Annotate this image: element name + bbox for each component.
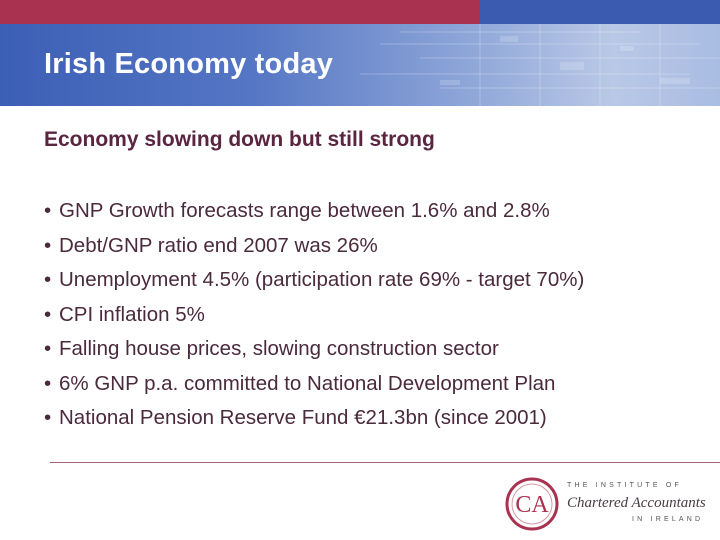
bullet-item: • National Pension Reserve Fund €21.3bn (… bbox=[44, 401, 584, 436]
bullet-text: 6% GNP p.a. committed to National Develo… bbox=[59, 371, 556, 395]
banner-texture bbox=[360, 24, 720, 106]
logo-mark-letters: CA bbox=[515, 492, 549, 518]
bullet-text: Unemployment 4.5% (participation rate 69… bbox=[59, 268, 585, 291]
bullet-text: Debt/GNP ratio end 2007 was 26% bbox=[59, 233, 378, 257]
title-banner: Irish Economy today bbox=[0, 24, 720, 106]
bullet-glyph: • bbox=[44, 371, 52, 395]
bullet-glyph: • bbox=[44, 337, 52, 360]
logo-bottom-text: IN IRELAND bbox=[632, 516, 704, 523]
institute-logo: CA THE INSTITUTE OF Chartered Accountant… bbox=[504, 476, 714, 532]
bullet-item: • Debt/GNP ratio end 2007 was 26% bbox=[44, 229, 584, 264]
slide-subtitle: Economy slowing down but still strong bbox=[44, 128, 435, 151]
top-bar-blue bbox=[480, 0, 720, 24]
bullet-glyph: • bbox=[44, 302, 52, 326]
bullet-text: CPI inflation 5% bbox=[59, 302, 205, 326]
bullet-item: • Falling house prices, slowing construct… bbox=[44, 332, 584, 367]
bullet-list: • GNP Growth forecasts range between 1.6%… bbox=[44, 194, 584, 436]
bullet-text: GNP Growth forecasts range between 1.6% … bbox=[59, 199, 550, 222]
bullet-item: • GNP Growth forecasts range between 1.6%… bbox=[44, 194, 584, 229]
bullet-item: • 6% GNP p.a. committed to National Devel… bbox=[44, 367, 584, 402]
logo-main-text: Chartered Accountants bbox=[567, 495, 706, 511]
slide-title: Irish Economy today bbox=[44, 48, 334, 80]
bullet-glyph: • bbox=[44, 268, 52, 291]
bullet-text: National Pension Reserve Fund €21.3bn (s… bbox=[59, 406, 547, 429]
bullet-text: Falling house prices, slowing constructi… bbox=[59, 337, 499, 360]
ca-logo-mark-icon: CA bbox=[505, 477, 559, 531]
bullet-item: • CPI inflation 5% bbox=[44, 298, 584, 333]
bullet-glyph: • bbox=[44, 199, 52, 222]
logo-top-text: THE INSTITUTE OF bbox=[567, 482, 682, 489]
footer-divider bbox=[50, 462, 720, 463]
bullet-glyph: • bbox=[44, 406, 52, 429]
bullet-item: • Unemployment 4.5% (participation rate 6… bbox=[44, 263, 584, 298]
bullet-glyph: • bbox=[44, 233, 52, 257]
top-bar-red bbox=[0, 0, 480, 24]
